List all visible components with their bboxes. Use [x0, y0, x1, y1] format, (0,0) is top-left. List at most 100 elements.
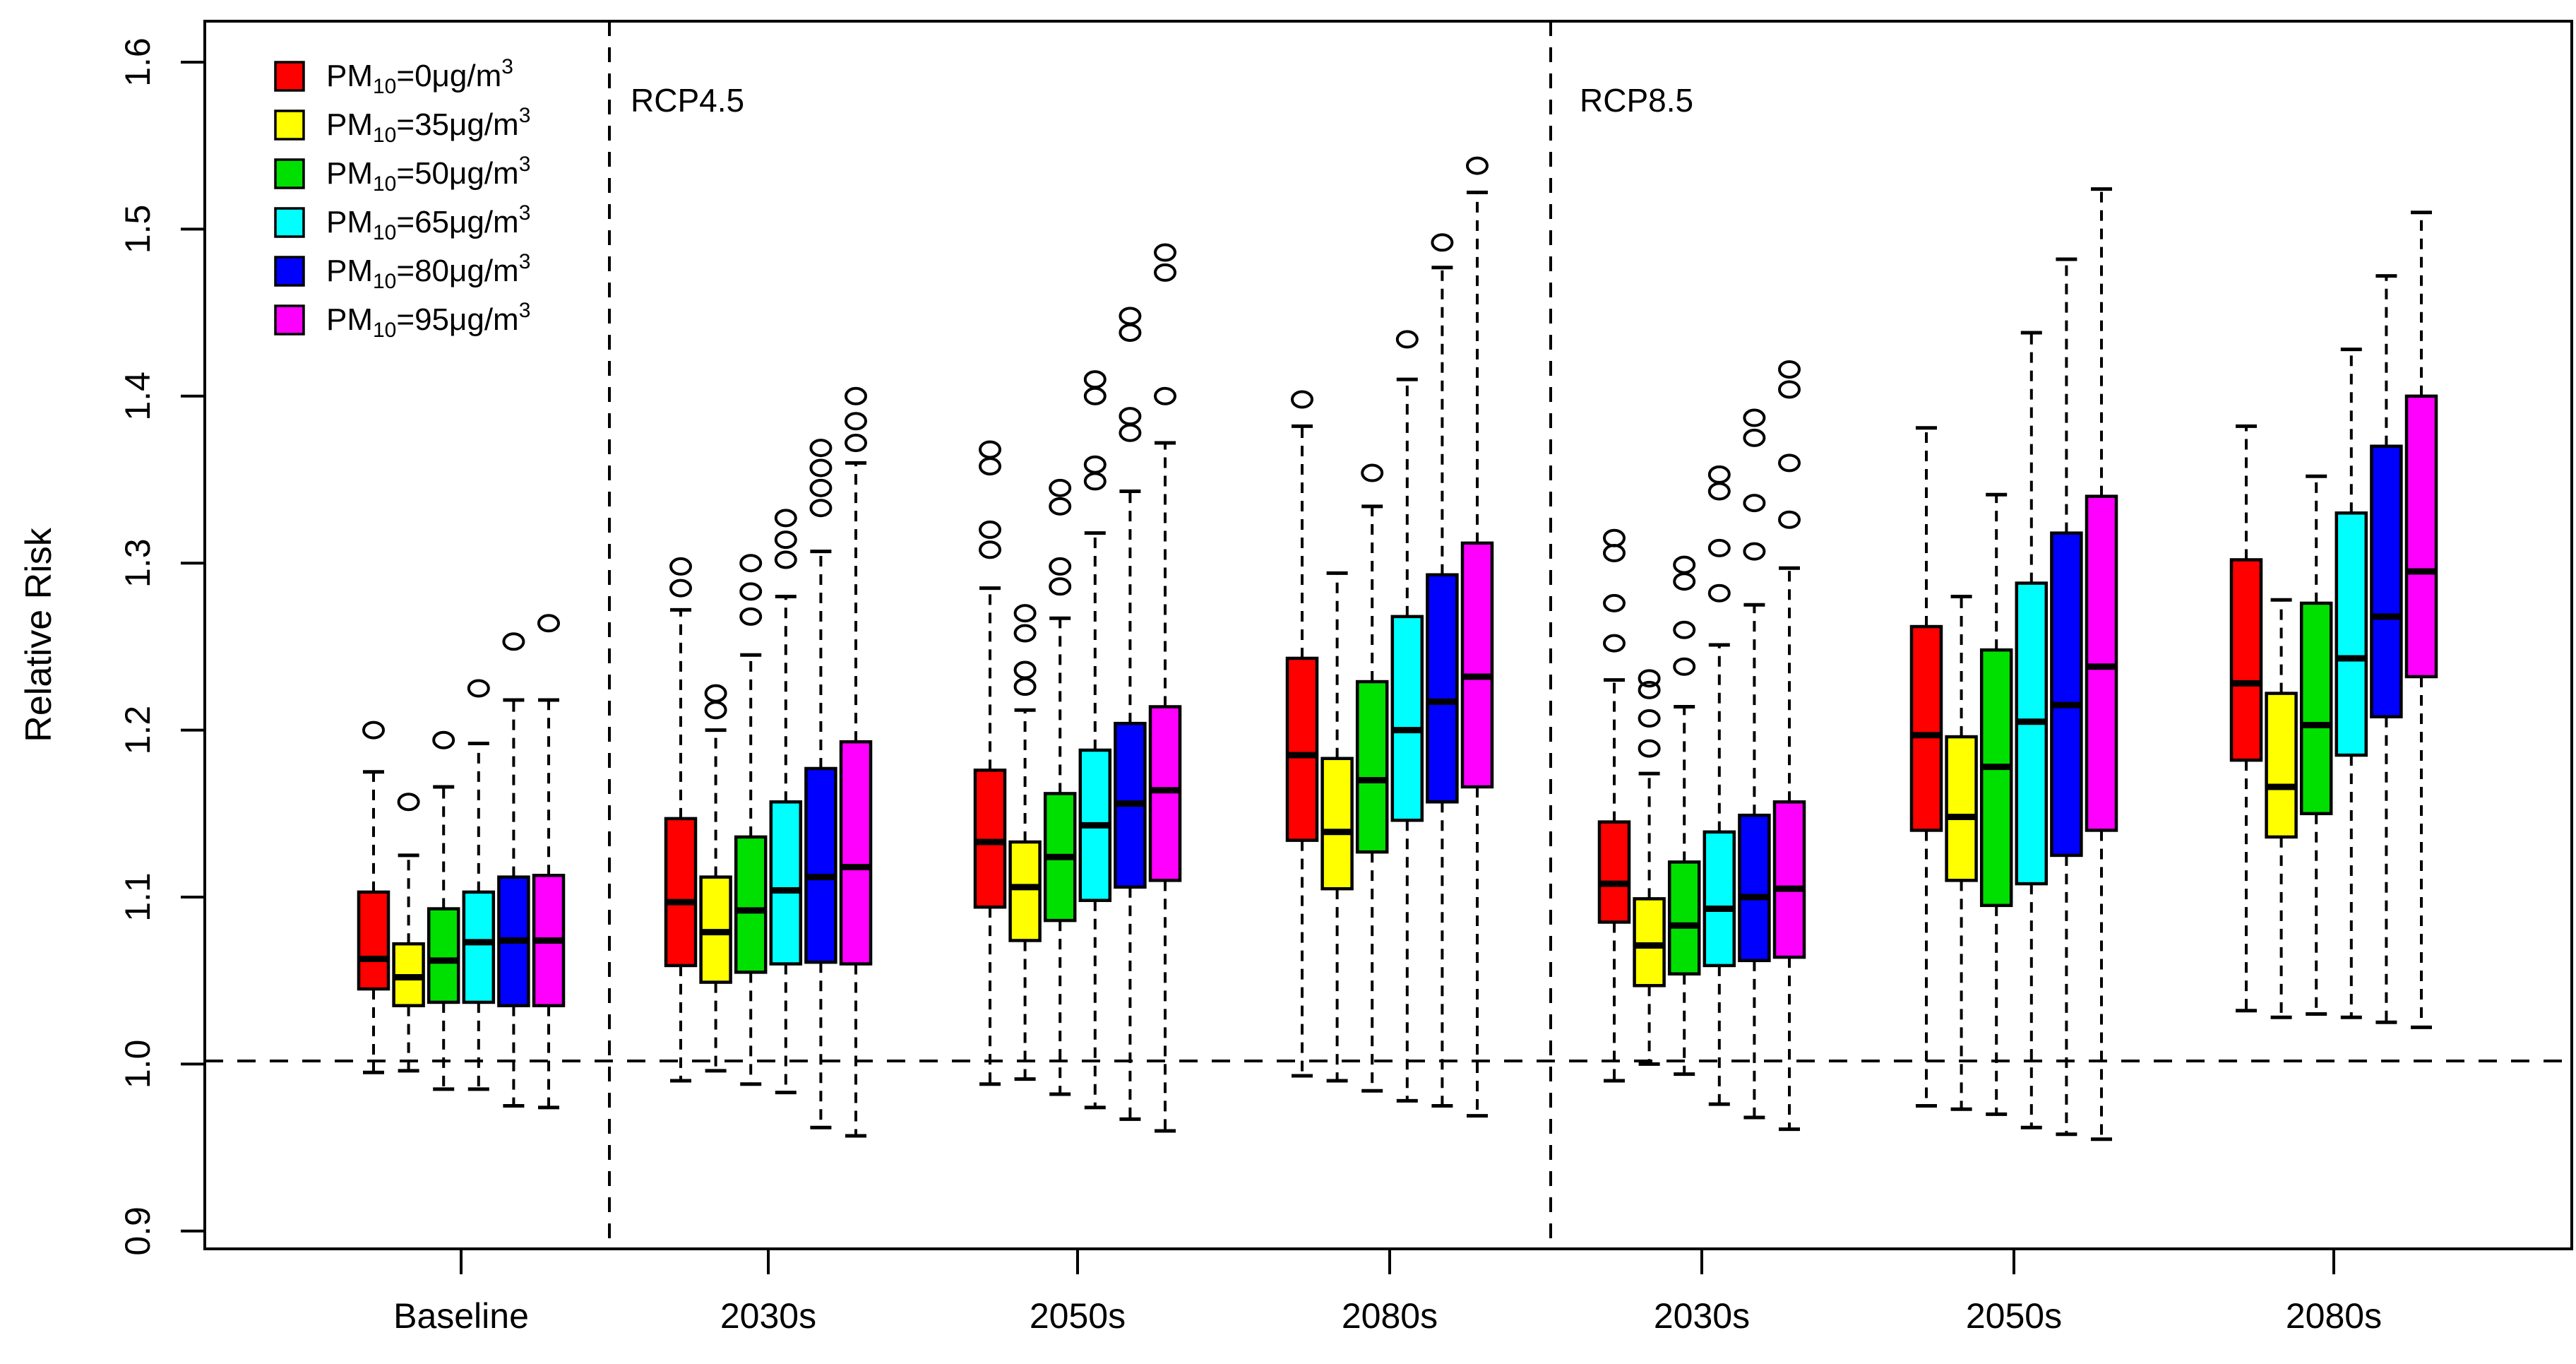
- outlier-point: [1673, 657, 1696, 676]
- legend-swatch-pm80: [274, 256, 305, 287]
- outlier-point: [1638, 709, 1661, 728]
- legend-label-pm65: PM10=65μg/m3: [326, 201, 530, 244]
- x-tick-label: 2080s: [1342, 1296, 1438, 1336]
- outlier-point: [1778, 380, 1801, 399]
- legend-swatch-pm65: [274, 207, 305, 238]
- plot-frame: [203, 20, 2573, 1250]
- box-2080s-pm50: [2299, 474, 2333, 1016]
- outlier-point: [1603, 593, 1626, 612]
- iqr-box: [357, 890, 390, 991]
- outlier-point: [809, 439, 833, 458]
- iqr-box: [1667, 860, 1701, 975]
- outlier-point: [979, 440, 1001, 459]
- outlier-point: [1013, 677, 1037, 696]
- x-tick-label: 2080s: [2286, 1296, 2382, 1336]
- panel-labels: RCP4.5 RCP8.5: [631, 82, 1693, 119]
- outlier-point: [1013, 660, 1037, 680]
- iqr-box: [1633, 897, 1666, 988]
- box-2030s-pm0: [664, 557, 698, 1083]
- outlier-point: [1049, 577, 1072, 596]
- iqr-box: [427, 907, 460, 1004]
- outlier-point: [739, 607, 763, 626]
- outlier-point: [1603, 544, 1626, 563]
- outlier-point: [1049, 478, 1072, 497]
- y-tick-label: 0.9: [118, 1206, 157, 1256]
- outlier-point: [845, 386, 867, 405]
- outlier-point: [362, 720, 385, 740]
- y-tick-label: 1.0: [118, 1040, 157, 1089]
- legend-swatch-pm0: [274, 61, 305, 92]
- box-2030s-pm80: [1738, 408, 1771, 1120]
- outlier-point: [1673, 620, 1696, 639]
- box-2080s-pm95: [2404, 210, 2438, 1029]
- iqr-box: [1460, 541, 1494, 789]
- outlier-point: [845, 412, 867, 431]
- outlier-point: [1119, 323, 1142, 342]
- iqr-box: [1355, 680, 1389, 854]
- iqr-box: [2085, 494, 2118, 832]
- y-tick-label: 1.2: [118, 706, 157, 755]
- outlier-point: [1673, 555, 1696, 574]
- outlier-point: [1673, 572, 1696, 591]
- box-2080s-pm65: [2334, 348, 2368, 1019]
- outlier-point: [739, 554, 763, 573]
- box-2050s-pm65: [1078, 370, 1112, 1110]
- legend-label-pm0: PM10=0μg/m3: [326, 55, 513, 98]
- y-tick-label: 1.5: [118, 205, 157, 254]
- box-2050s-pm0: [973, 440, 1007, 1086]
- box-2030s-pm50: [734, 554, 768, 1086]
- y-tick-label: 1.1: [118, 872, 157, 922]
- box-2030s-pm95: [1772, 360, 1806, 1132]
- outlier-point: [1119, 307, 1142, 326]
- outlier-point: [1154, 386, 1176, 405]
- outlier-point: [1083, 386, 1107, 405]
- outlier-point: [1466, 156, 1489, 175]
- box-2030s-pm80: [804, 439, 837, 1129]
- iqr-box: [973, 769, 1007, 909]
- box-2030s-pm35: [699, 684, 732, 1073]
- outlier-point: [1154, 243, 1176, 262]
- iqr-box: [769, 800, 803, 966]
- outlier-point: [1707, 482, 1731, 501]
- outlier-point: [979, 457, 1001, 476]
- y-tick-label: 1.6: [118, 37, 157, 87]
- iqr-box: [1008, 840, 1042, 942]
- box-baseline-pm95: [532, 614, 566, 1110]
- box-2080s-pm35: [1320, 571, 1354, 1083]
- outlier-point: [1778, 510, 1801, 529]
- x-tick-label: Baseline: [393, 1296, 529, 1336]
- outlier-point: [1638, 680, 1661, 699]
- outlier-point: [1743, 542, 1766, 561]
- iqr-box: [1285, 656, 1319, 842]
- y-axis-title: Relative Risk: [18, 527, 59, 742]
- box-2030s-pm65: [1703, 465, 1736, 1106]
- outlier-point: [774, 530, 797, 550]
- iqr-box: [664, 817, 698, 968]
- iqr-box: [1390, 615, 1424, 822]
- box-baseline-pm50: [427, 730, 460, 1091]
- outlier-point: [704, 684, 727, 703]
- legend-label-pm35: PM10=35μg/m3: [326, 104, 530, 147]
- outlier-point: [1638, 739, 1661, 758]
- outlier-point: [809, 458, 833, 478]
- outlier-point: [1083, 455, 1107, 474]
- iqr-box: [1738, 813, 1771, 963]
- box-2080s-pm95: [1460, 156, 1494, 1118]
- outlier-point: [1431, 233, 1454, 252]
- outlier-point: [1013, 624, 1037, 643]
- box-2050s-pm95: [2085, 187, 2118, 1141]
- iqr-box: [1979, 648, 2013, 908]
- iqr-box: [1772, 800, 1806, 959]
- x-tick-label: 2030s: [1654, 1296, 1750, 1336]
- outlier-point: [502, 632, 525, 651]
- box-2030s-pm50: [1667, 555, 1701, 1077]
- boxplot-groups: [357, 156, 2438, 1141]
- outlier-point: [467, 679, 490, 698]
- outlier-point: [1743, 408, 1766, 427]
- outlier-point: [774, 550, 797, 569]
- outlier-point: [809, 478, 833, 497]
- box-2080s-pm65: [1390, 330, 1424, 1103]
- panel-label-rcp4.5: RCP4.5: [631, 82, 744, 119]
- box-2050s-pm50: [1979, 492, 2013, 1116]
- iqr-box: [1597, 820, 1631, 924]
